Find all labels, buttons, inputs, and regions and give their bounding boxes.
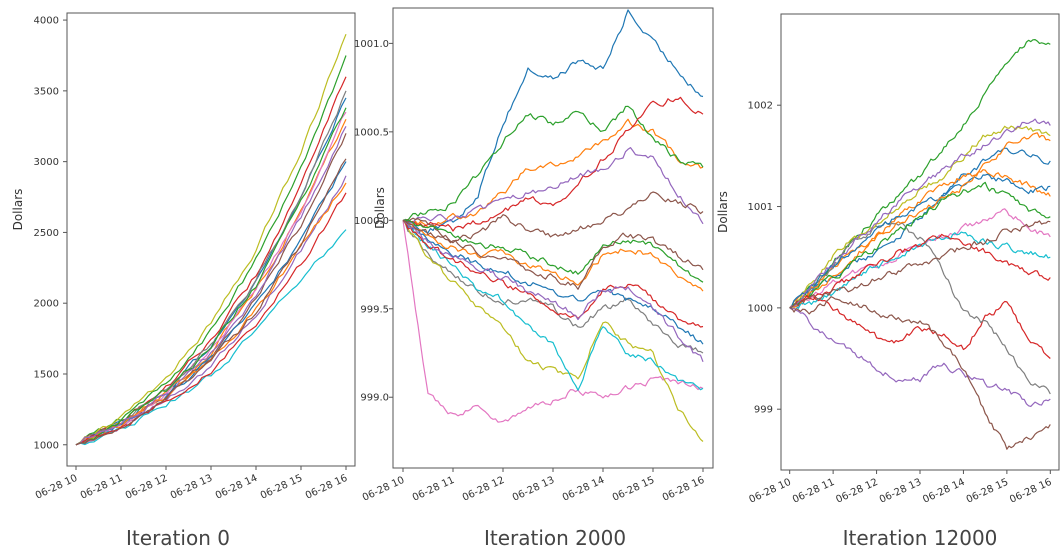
series-line-2 xyxy=(789,169,1051,309)
series-line-2 xyxy=(75,118,347,446)
x-tick-label: 06-28 12 xyxy=(461,475,506,504)
series-line-6 xyxy=(75,133,347,446)
x-tick-label: 06-28 13 xyxy=(511,475,556,504)
x-tick-label: 06-28 13 xyxy=(169,473,214,502)
series-line-16 xyxy=(75,158,347,446)
y-tick-label: 1002 xyxy=(748,101,773,112)
series-line-3 xyxy=(789,39,1051,309)
y-tick-label: 1001 xyxy=(748,202,773,213)
series-line-14 xyxy=(402,219,704,328)
series-line-12 xyxy=(75,182,347,446)
x-tick-label: 06-28 11 xyxy=(79,473,124,502)
x-tick-label: 06-28 10 xyxy=(361,475,406,504)
series-line-14 xyxy=(789,233,1051,309)
series-line-16 xyxy=(789,220,1051,309)
y-tick-label: 1000 xyxy=(34,440,59,451)
x-tick-label: 06-28 10 xyxy=(34,473,79,502)
y-tick-label: 1000 xyxy=(748,303,773,314)
x-tick-label: 06-28 13 xyxy=(878,477,923,506)
series-line-9 xyxy=(402,219,704,442)
series-line-15 xyxy=(402,219,704,363)
chart-title: Iteration 0 xyxy=(126,526,230,550)
y-tick-label: 999.5 xyxy=(360,304,389,315)
series-line-13 xyxy=(75,107,347,446)
y-tick-label: 999 xyxy=(754,405,773,416)
x-tick-label: 06-28 14 xyxy=(214,473,259,502)
x-tick-label: 06-28 14 xyxy=(561,475,606,504)
x-tick-label: 06-28 11 xyxy=(791,477,836,506)
y-tick-label: 2000 xyxy=(34,299,59,310)
y-tick-label: 3500 xyxy=(34,86,59,97)
x-tick-label: 06-28 15 xyxy=(259,473,304,502)
y-tick-label: 3000 xyxy=(34,157,59,168)
plot-frame xyxy=(66,12,356,467)
series-line-3 xyxy=(75,55,347,446)
y-axis-label: Dollars xyxy=(716,191,730,233)
chart-title: Iteration 12000 xyxy=(843,526,998,550)
y-tick-label: 4000 xyxy=(34,16,59,27)
series-line-14 xyxy=(75,192,347,446)
series-line-5 xyxy=(403,147,704,226)
x-tick-label: 06-28 15 xyxy=(965,477,1010,506)
series-line-7 xyxy=(402,220,704,423)
series-line-16 xyxy=(402,219,704,290)
y-tick-label: 1000.5 xyxy=(354,127,389,138)
y-axis-label: Dollars xyxy=(11,189,25,231)
x-tick-label: 06-28 11 xyxy=(411,475,456,504)
series-line-13 xyxy=(789,181,1051,309)
series-line-15 xyxy=(75,126,347,446)
series-line-11 xyxy=(789,173,1051,309)
series-line-10 xyxy=(75,229,347,446)
series-line-13 xyxy=(402,219,704,283)
series-line-2 xyxy=(402,118,704,228)
series-line-8 xyxy=(402,219,704,354)
series-line-10 xyxy=(402,219,704,391)
series-line-5 xyxy=(789,307,1051,407)
y-tick-label: 1000.0 xyxy=(354,216,389,227)
x-tick-label: 06-28 12 xyxy=(124,473,169,502)
x-tick-label: 06-28 16 xyxy=(304,473,349,502)
series-line-8 xyxy=(789,221,1051,395)
series-line-9 xyxy=(789,125,1051,309)
y-tick-label: 999.0 xyxy=(360,393,389,404)
series-line-6 xyxy=(402,191,704,244)
series-line-12 xyxy=(789,132,1051,309)
x-tick-label: 06-28 10 xyxy=(748,477,793,506)
series-line-15 xyxy=(789,118,1051,309)
x-tick-label: 06-28 16 xyxy=(1008,477,1053,506)
plot-frame xyxy=(392,7,714,469)
series-line-4 xyxy=(789,294,1051,359)
series-line-9 xyxy=(75,33,347,446)
series-line-11 xyxy=(75,161,347,446)
series-line-1 xyxy=(402,9,704,234)
x-tick-label: 06-28 14 xyxy=(921,477,966,506)
series-line-1 xyxy=(75,97,347,446)
x-tick-label: 06-28 16 xyxy=(661,475,706,504)
x-tick-label: 06-28 12 xyxy=(834,477,879,506)
series-line-12 xyxy=(402,219,704,292)
x-tick-label: 06-28 15 xyxy=(611,475,656,504)
series-line-6 xyxy=(789,296,1051,450)
y-tick-label: 1001.0 xyxy=(354,39,389,50)
series-line-8 xyxy=(75,90,347,446)
series-line-3 xyxy=(402,105,704,221)
series-line-4 xyxy=(75,76,347,446)
y-tick-label: 1500 xyxy=(34,369,59,380)
plot-frame xyxy=(780,13,1060,471)
chart-title: Iteration 2000 xyxy=(484,526,626,550)
y-axis-label: Dollars xyxy=(373,187,387,229)
series-line-10 xyxy=(789,231,1051,309)
y-tick-label: 2500 xyxy=(34,228,59,239)
series-line-4 xyxy=(402,96,704,232)
series-line-7 xyxy=(75,111,347,446)
